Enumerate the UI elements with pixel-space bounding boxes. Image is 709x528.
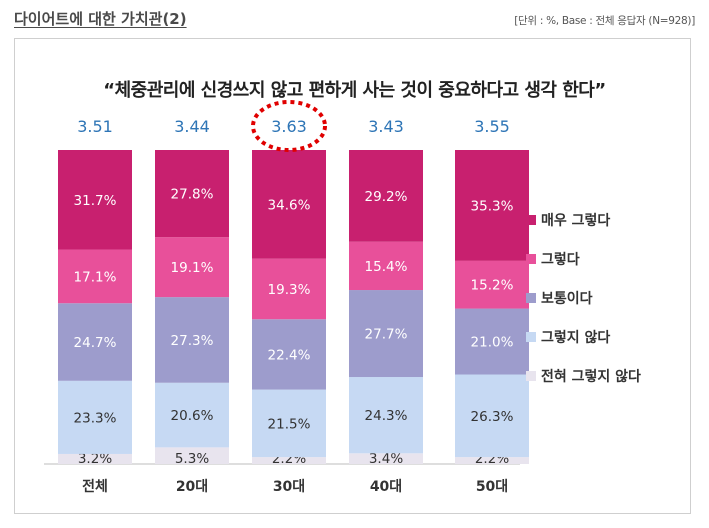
bar-segment — [58, 249, 132, 304]
legend-label: 그렇다 — [541, 251, 580, 268]
legend-label: 매우 그렇다 — [541, 212, 611, 229]
highlight-circle — [251, 100, 327, 152]
data-label: 15.4% — [365, 259, 408, 275]
data-label: 26.3% — [471, 409, 514, 425]
legend-item: 전혀 그렇지 않다 — [526, 356, 641, 395]
data-label: 24.7% — [74, 335, 117, 351]
legend-label: 보통이다 — [541, 290, 593, 307]
bar-segment — [58, 453, 132, 464]
average-score: 3.43 — [368, 117, 404, 136]
legend-label: 그렇지 않다 — [541, 329, 611, 346]
legend-item: 매우 그렇다 — [526, 200, 641, 239]
average-score: 3.55 — [474, 117, 510, 136]
bar-segment — [155, 297, 229, 383]
data-label: 19.3% — [268, 282, 311, 298]
data-label: 22.4% — [268, 347, 311, 363]
legend-swatch — [526, 214, 536, 225]
data-label: 17.1% — [74, 269, 117, 285]
bar-segment — [252, 389, 326, 458]
legend-swatch — [526, 370, 536, 381]
bar-segment — [252, 457, 326, 464]
legend-item: 그렇지 않다 — [526, 317, 641, 356]
bar-segment — [58, 380, 132, 454]
data-label: 34.6% — [268, 197, 311, 213]
data-label: 5.3% — [175, 451, 209, 467]
legend-label: 전혀 그렇지 않다 — [541, 368, 641, 385]
data-label: 3.2% — [78, 451, 112, 467]
average-score: 3.63 — [271, 117, 307, 136]
data-label: 21.5% — [268, 416, 311, 432]
legend-swatch — [526, 292, 536, 303]
unit-note: [단위 : %, Base : 전체 응답자 (N=928)] — [514, 15, 695, 27]
bar-segment — [155, 447, 229, 464]
bar-segment — [455, 260, 529, 309]
data-label: 31.7% — [74, 193, 117, 209]
bar-segment — [252, 258, 326, 320]
category-label: 30대 — [273, 479, 305, 495]
data-label: 27.7% — [365, 327, 408, 343]
bar-segment — [349, 150, 423, 242]
bar-segment — [252, 150, 326, 259]
legend-swatch — [526, 253, 536, 264]
data-label: 19.1% — [171, 260, 214, 276]
average-score: 3.51 — [77, 117, 113, 136]
bar-segment — [58, 150, 132, 250]
bar-segment — [155, 237, 229, 298]
bar-segment — [349, 290, 423, 378]
chart-title: “체중관리에 신경쓰지 않고 편하게 사는 것이 중요하다고 생각 한다” — [103, 80, 606, 101]
bar-segment — [58, 303, 132, 381]
data-label: 24.3% — [365, 408, 408, 424]
category-label: 20대 — [176, 479, 208, 495]
legend-item: 보통이다 — [526, 278, 641, 317]
bar-segment — [455, 457, 529, 464]
data-label: 27.8% — [171, 187, 214, 203]
data-label: 21.0% — [471, 335, 514, 351]
data-label: 35.3% — [471, 198, 514, 214]
bar-segment — [252, 319, 326, 390]
category-label: 전체 — [82, 478, 108, 495]
bar-segment — [455, 308, 529, 375]
category-label: 40대 — [370, 479, 402, 495]
data-label: 23.3% — [74, 410, 117, 426]
page-title: 다이어트에 대한 가치관(2) — [14, 10, 187, 28]
data-label: 3.4% — [369, 451, 403, 467]
bar-segment — [349, 453, 423, 464]
bar-segment — [455, 150, 529, 261]
data-label: 15.2% — [471, 278, 514, 294]
data-label: 27.3% — [171, 333, 214, 349]
bar-segment — [155, 382, 229, 448]
category-label: 50대 — [476, 479, 508, 495]
bar-segment — [155, 150, 229, 238]
legend-item: 그렇다 — [526, 239, 641, 278]
legend-swatch — [526, 331, 536, 342]
bar-segment — [349, 377, 423, 454]
data-label: 20.6% — [171, 408, 214, 424]
bar-segment — [455, 374, 529, 458]
data-label: 29.2% — [365, 189, 408, 205]
average-score: 3.44 — [174, 117, 210, 136]
bar-segment — [349, 241, 423, 291]
